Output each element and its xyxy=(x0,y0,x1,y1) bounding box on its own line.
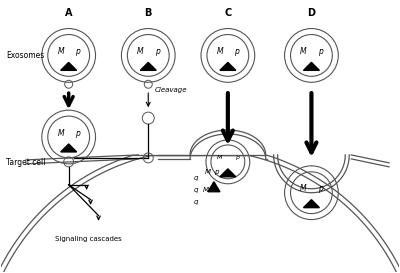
Text: M: M xyxy=(216,47,223,56)
Text: A: A xyxy=(65,8,72,18)
Polygon shape xyxy=(220,169,236,177)
Text: p: p xyxy=(75,129,80,138)
Text: p: p xyxy=(75,47,80,56)
Text: M: M xyxy=(57,47,64,56)
Text: M: M xyxy=(217,155,222,161)
Text: p: p xyxy=(318,47,323,56)
Text: M: M xyxy=(137,47,144,56)
Text: M: M xyxy=(300,47,307,56)
Text: p: p xyxy=(234,47,239,56)
Text: Cleavage: Cleavage xyxy=(154,87,187,93)
Polygon shape xyxy=(220,62,236,70)
Text: B: B xyxy=(144,8,152,18)
Text: C: C xyxy=(224,8,232,18)
Text: p: p xyxy=(235,155,239,161)
Text: M: M xyxy=(205,169,211,175)
Polygon shape xyxy=(61,62,77,70)
Polygon shape xyxy=(61,144,77,152)
Text: p: p xyxy=(318,184,323,193)
Text: q: q xyxy=(194,199,198,205)
Text: p: p xyxy=(214,169,218,175)
Text: Exosomes: Exosomes xyxy=(6,51,44,60)
Text: Signaling cascades: Signaling cascades xyxy=(55,236,122,242)
Text: M: M xyxy=(203,187,209,193)
Text: q: q xyxy=(194,175,198,181)
Text: Target cell: Target cell xyxy=(6,158,46,167)
Polygon shape xyxy=(208,182,220,192)
Polygon shape xyxy=(140,62,156,70)
Text: M: M xyxy=(300,184,307,193)
Text: D: D xyxy=(308,8,316,18)
Polygon shape xyxy=(304,200,319,208)
Text: q: q xyxy=(194,187,198,193)
Text: M: M xyxy=(57,129,64,138)
Polygon shape xyxy=(304,62,319,70)
Text: p: p xyxy=(155,47,160,56)
